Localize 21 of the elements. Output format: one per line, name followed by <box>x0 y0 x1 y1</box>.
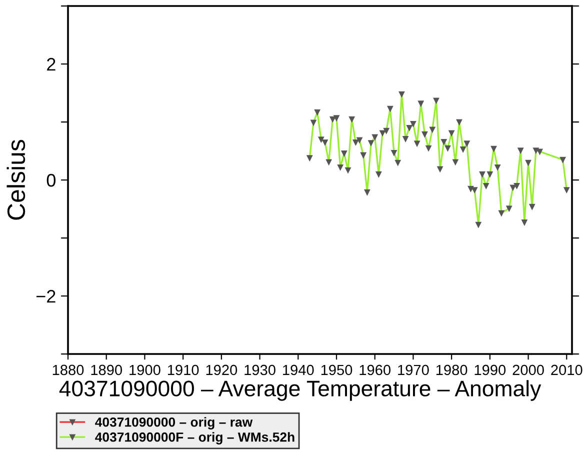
x-tick-label: 1880 <box>52 364 84 376</box>
x-tick-label: 1970 <box>398 364 429 376</box>
x-tick-label: 2010 <box>551 364 582 376</box>
y-axis-title: Celsius <box>6 140 26 220</box>
x-tick-label: 1960 <box>360 364 390 376</box>
x-tick-label: 2000 <box>512 364 544 376</box>
legend-label: 40371090000F – orig – WMs.52h <box>95 432 294 444</box>
x-tick-label: 1890 <box>91 364 122 376</box>
y-tick-label: 2 <box>47 58 56 71</box>
x-tick-label: 1980 <box>436 364 468 376</box>
x-tick-label: 1930 <box>244 364 276 376</box>
x-tick-label: 1900 <box>130 364 160 376</box>
y-tick-label: −2 <box>36 290 56 303</box>
x-tick-label: 1940 <box>283 364 314 376</box>
x-axis-title: 40371090000 – Average Temperature – Anomaly <box>59 380 542 401</box>
y-tick-label: 0 <box>46 174 56 187</box>
x-tick-label: 1950 <box>321 364 352 376</box>
x-tick-label: 1920 <box>206 364 238 376</box>
x-tick-label: 1990 <box>474 364 506 376</box>
legend-label: 40371090000 – orig – raw <box>95 417 253 430</box>
x-tick-label: 1910 <box>168 364 199 376</box>
